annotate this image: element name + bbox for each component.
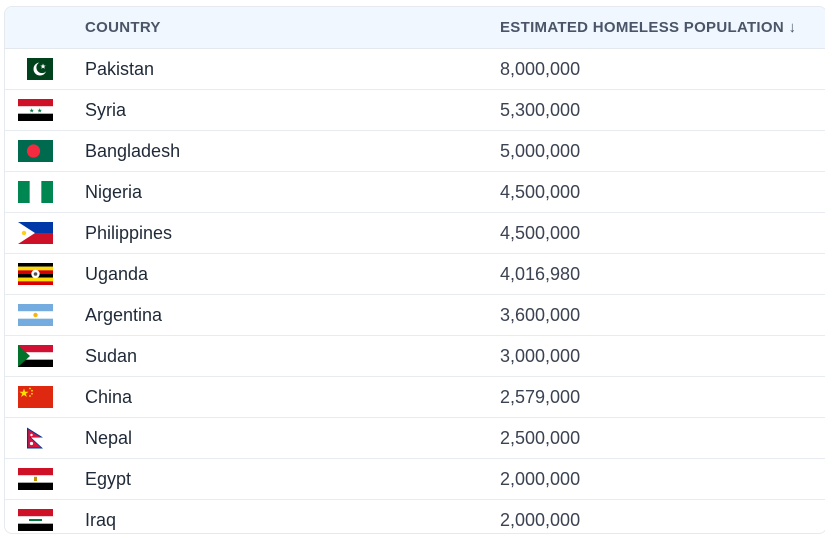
homeless-population-table: COUNTRY ESTIMATED HOMELESS POPULATION ↓ … [4, 6, 825, 534]
table-row: Sudan 3,000,000 [5, 336, 825, 377]
sudan-flag-icon [18, 345, 53, 367]
country-name: Syria [85, 100, 127, 120]
philippines-flag-icon [18, 222, 53, 244]
population-value: 4,500,000 [500, 182, 581, 202]
population-value: 5,300,000 [500, 100, 581, 120]
country-name: China [85, 387, 133, 407]
table-row: Iraq 2,000,000 [5, 500, 825, 533]
population-value: 4,500,000 [500, 223, 581, 243]
table-row: Bangladesh 5,000,000 [5, 131, 825, 172]
table-row: Argentina 3,600,000 [5, 295, 825, 336]
column-header-population[interactable]: ESTIMATED HOMELESS POPULATION ↓ [500, 19, 797, 36]
table-row: Philippines 4,500,000 [5, 213, 825, 254]
iraq-flag-icon [18, 509, 53, 531]
table-row: Pakistan 8,000,000 [5, 49, 825, 90]
country-name: Nigeria [85, 182, 143, 202]
table-header: COUNTRY ESTIMATED HOMELESS POPULATION ↓ [5, 7, 825, 49]
population-value: 3,000,000 [500, 346, 581, 366]
country-name: Egypt [85, 469, 132, 489]
country-name: Uganda [85, 264, 149, 284]
country-name: Sudan [85, 346, 138, 366]
country-name: Philippines [85, 223, 173, 243]
table-row: Nepal 2,500,000 [5, 418, 825, 459]
population-value: 2,579,000 [500, 387, 581, 407]
table-row: Nigeria 4,500,000 [5, 172, 825, 213]
country-name: Nepal [85, 428, 133, 448]
column-header-country[interactable]: COUNTRY [85, 19, 161, 36]
bangladesh-flag-icon [18, 140, 53, 162]
population-value: 3,600,000 [500, 305, 581, 325]
country-name: Iraq [85, 510, 117, 530]
china-flag-icon [18, 386, 53, 408]
nigeria-flag-icon [18, 181, 53, 203]
population-value: 2,000,000 [500, 510, 581, 530]
population-value: 4,016,980 [500, 264, 581, 284]
syria-flag-icon: ★ ★ [18, 99, 53, 121]
svg-text:★: ★ [29, 107, 34, 114]
country-name: Bangladesh [85, 141, 181, 161]
table-row: Egypt 2,000,000 [5, 459, 825, 500]
table-row: China 2,579,000 [5, 377, 825, 418]
svg-text:★: ★ [37, 107, 42, 114]
argentina-flag-icon [18, 304, 53, 326]
population-value: 8,000,000 [500, 59, 581, 79]
country-name: Argentina [85, 305, 163, 325]
country-name: Pakistan [85, 59, 155, 79]
uganda-flag-icon [18, 263, 53, 285]
population-value: 2,500,000 [500, 428, 581, 448]
egypt-flag-icon [18, 468, 53, 490]
pakistan-flag-icon [27, 58, 53, 80]
table-row: ★ ★ Syria 5,300,000 [5, 90, 825, 131]
population-value: 5,000,000 [500, 141, 581, 161]
nepal-flag-icon [27, 427, 43, 449]
table-row: Uganda 4,016,980 [5, 254, 825, 295]
population-value: 2,000,000 [500, 469, 581, 489]
